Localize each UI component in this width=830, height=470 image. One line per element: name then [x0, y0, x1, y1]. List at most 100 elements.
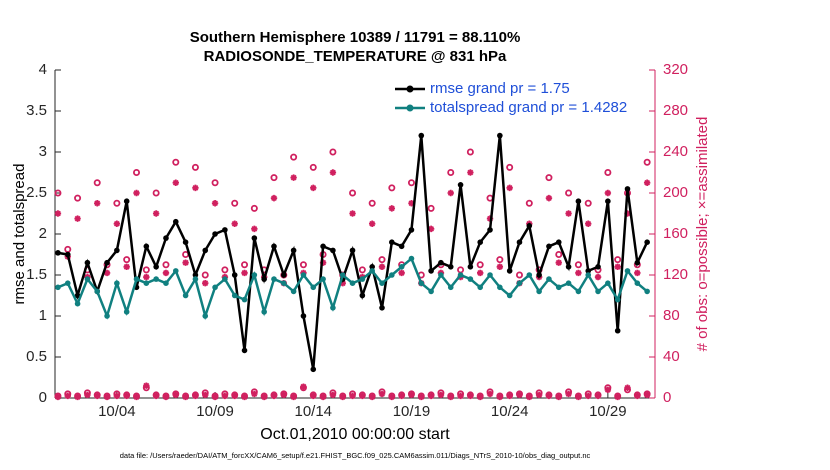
count-marker-possible	[614, 256, 622, 264]
count-marker-assimilated	[457, 392, 464, 400]
count-marker-assimilated	[388, 393, 396, 401]
count-marker-possible	[329, 148, 337, 156]
count-marker-assimilated	[447, 189, 454, 197]
series-marker	[55, 284, 61, 291]
series-marker	[300, 272, 307, 278]
series-marker	[114, 247, 120, 254]
series-marker	[281, 280, 287, 287]
series-marker	[202, 313, 209, 319]
count-marker-assimilated	[408, 391, 415, 399]
count-marker-possible	[299, 261, 307, 269]
count-marker-assimilated	[594, 392, 602, 400]
series-marker	[398, 264, 405, 270]
series-marker	[172, 218, 179, 225]
series-marker	[565, 264, 572, 270]
count-marker-assimilated	[54, 210, 62, 217]
count-marker-possible	[545, 174, 553, 182]
series-marker	[182, 239, 189, 245]
series-marker	[330, 305, 336, 311]
count-marker-assimilated	[339, 393, 346, 401]
count-marker-assimilated	[113, 220, 121, 227]
x-tick-label: 10/09	[196, 403, 234, 420]
count-marker-assimilated	[526, 393, 533, 401]
count-marker-possible	[250, 204, 258, 212]
series-marker	[114, 280, 120, 287]
count-marker-assimilated	[113, 392, 121, 400]
series-marker	[555, 284, 562, 291]
chart-subtitle: RADIOSONDE_TEMPERATURE @ 831 hPa	[204, 48, 507, 65]
count-marker-possible	[378, 256, 386, 264]
series-marker	[261, 309, 267, 315]
y2-tick-label: 120	[663, 266, 688, 283]
count-marker-possible	[172, 158, 180, 166]
series-marker	[428, 288, 434, 295]
series-marker	[241, 296, 248, 303]
count-marker-assimilated	[290, 174, 297, 181]
count-marker-assimilated	[634, 392, 641, 400]
count-marker-possible	[506, 163, 514, 171]
count-marker-assimilated	[594, 273, 602, 281]
series-marker	[241, 347, 248, 354]
series-marker	[64, 280, 71, 287]
count-marker-possible	[93, 179, 101, 187]
count-marker-assimilated	[202, 391, 209, 399]
series-marker	[624, 186, 631, 192]
series-marker	[222, 276, 228, 282]
count-marker-assimilated	[604, 386, 612, 393]
series-marker	[182, 292, 189, 299]
series-marker	[123, 198, 130, 204]
series-marker	[143, 280, 150, 287]
count-marker-possible	[555, 250, 563, 258]
y2-tick-label: 280	[663, 102, 688, 119]
count-marker-possible	[388, 184, 396, 192]
series-marker	[330, 247, 336, 254]
series-marker	[300, 313, 307, 319]
x-axis-label: Oct.01,2010 00:00:00 start	[260, 426, 450, 443]
series-marker	[497, 132, 503, 139]
legend-marker	[406, 104, 414, 112]
count-marker-assimilated	[437, 391, 445, 399]
legend-label: totalspread grand pr = 1.4282	[430, 99, 627, 116]
series-marker	[516, 239, 523, 245]
series-marker	[644, 288, 650, 295]
count-marker-assimilated	[467, 392, 474, 400]
count-marker-assimilated	[280, 391, 288, 399]
series-marker	[271, 243, 277, 250]
series-marker	[84, 259, 91, 266]
count-marker-assimilated	[368, 393, 376, 401]
count-marker-possible	[221, 266, 229, 274]
count-marker-assimilated	[486, 390, 494, 398]
series-marker	[555, 239, 562, 245]
series-marker	[595, 288, 601, 295]
count-marker-assimilated	[339, 280, 346, 287]
series-marker	[359, 292, 366, 299]
count-marker-assimilated	[202, 280, 209, 287]
series-marker	[506, 292, 513, 299]
series-marker	[192, 276, 199, 282]
count-marker-possible	[643, 158, 651, 166]
series-marker	[261, 276, 267, 282]
series-marker	[320, 243, 326, 250]
count-marker-possible	[407, 179, 415, 187]
count-marker-possible	[496, 256, 504, 264]
count-marker-possible	[231, 199, 239, 207]
series-marker	[74, 300, 81, 307]
count-marker-possible	[191, 163, 199, 171]
series-marker	[290, 288, 297, 295]
series-marker	[94, 288, 101, 295]
series-marker	[418, 132, 425, 139]
count-marker-assimilated	[477, 269, 484, 277]
count-marker-assimilated	[408, 200, 415, 207]
count-marker-assimilated	[162, 269, 170, 277]
count-marker-assimilated	[270, 194, 278, 202]
count-marker-assimilated	[535, 391, 543, 399]
series-marker	[418, 280, 425, 287]
series-marker	[546, 276, 552, 282]
count-marker-assimilated	[152, 210, 160, 217]
y-tick-label: 2	[39, 225, 47, 242]
series-marker	[172, 268, 179, 274]
series-marker	[231, 292, 238, 299]
count-marker-assimilated	[182, 393, 189, 401]
y-axis-label: rmse and totalspread	[11, 164, 28, 305]
series-marker	[192, 272, 199, 278]
